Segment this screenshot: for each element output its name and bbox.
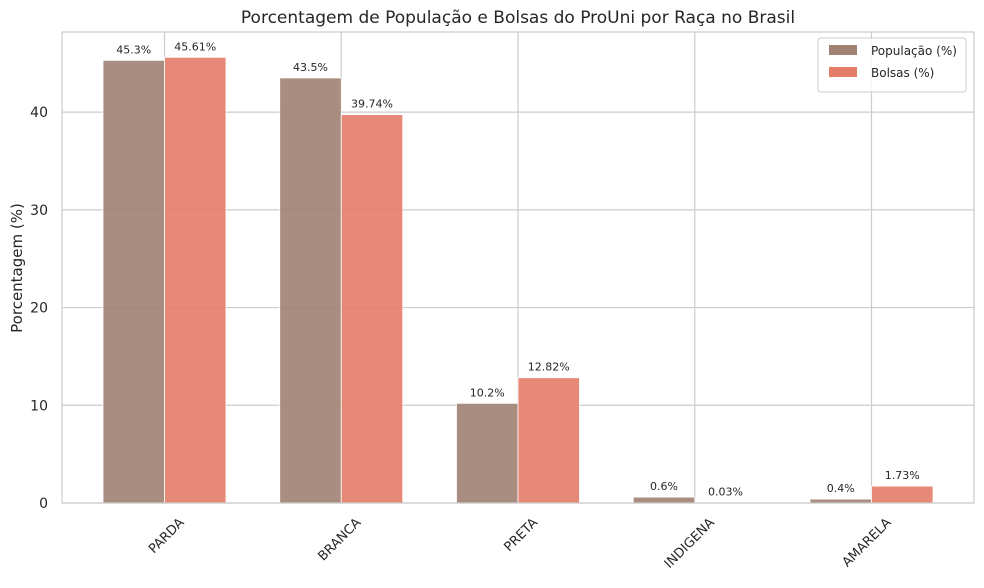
legend-label-bolsas: Bolsas (%) [871, 66, 934, 80]
data-label: 1.73% [885, 469, 920, 482]
x-tick-label: INDIGENA [662, 515, 718, 571]
y-tick-label: 10 [30, 398, 48, 414]
bar-preta-populacao [457, 403, 519, 503]
bar-branca-populacao [280, 78, 342, 503]
data-label: 45.61% [174, 40, 216, 53]
data-label: 39.74% [351, 98, 393, 111]
bar-parda-populacao [103, 60, 165, 503]
x-axis-ticks: PARDA BRANCA PRETA INDIGENA AMARELA [146, 515, 895, 571]
legend: População (%) Bolsas (%) [818, 38, 966, 92]
legend-label-populacao: População (%) [871, 44, 957, 58]
y-axis-label: Porcentagem (%) [8, 203, 26, 333]
legend-swatch-populacao [829, 45, 857, 55]
bar-parda-bolsas [165, 57, 227, 503]
x-tick-label: PRETA [502, 515, 542, 555]
data-label: 10.2% [470, 386, 505, 399]
y-tick-label: 0 [39, 496, 48, 512]
data-label: 0.6% [650, 480, 678, 493]
y-axis-ticks: 0 10 20 30 40 [30, 105, 48, 512]
data-label: 45.3% [116, 43, 151, 56]
data-label: 0.4% [827, 482, 855, 495]
bar-preta-bolsas [518, 378, 580, 503]
x-tick-label: BRANCA [315, 515, 364, 564]
legend-swatch-bolsas [829, 67, 857, 77]
y-tick-label: 30 [30, 203, 48, 219]
data-label: 43.5% [293, 61, 328, 74]
bar-branca-bolsas [341, 115, 403, 503]
bar-indigena-populacao [633, 497, 695, 503]
y-tick-label: 20 [30, 301, 48, 317]
data-label: 12.82% [528, 361, 570, 374]
x-tick-label: PARDA [146, 515, 188, 557]
bar-amarela-bolsas [872, 486, 934, 503]
y-tick-label: 40 [30, 105, 48, 121]
data-label: 0.03% [708, 486, 743, 499]
chart-title: Porcentagem de População e Bolsas do Pro… [241, 8, 795, 28]
x-tick-label: AMARELA [840, 515, 895, 570]
